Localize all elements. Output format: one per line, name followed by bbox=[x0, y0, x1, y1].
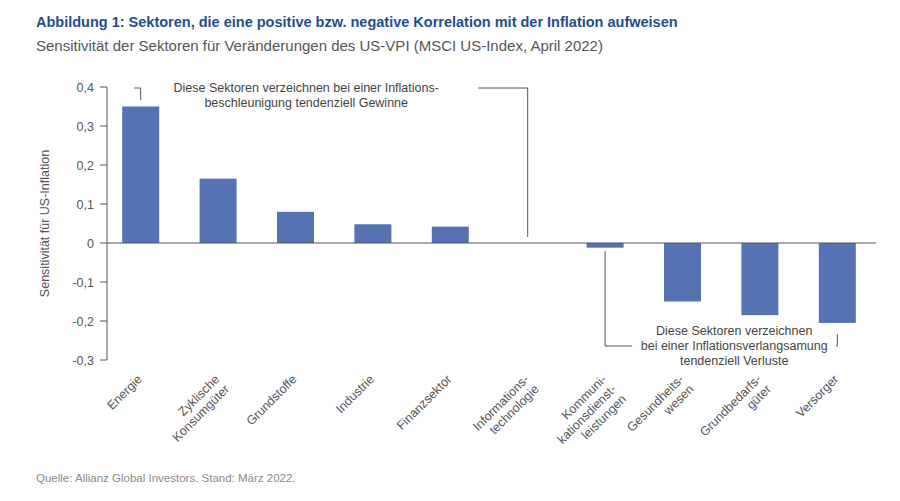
y-tick bbox=[100, 243, 107, 244]
bracket bbox=[478, 88, 528, 237]
y-tick bbox=[100, 165, 107, 166]
bar bbox=[354, 224, 391, 243]
bar bbox=[122, 107, 159, 244]
x-tick-label: Industrie bbox=[333, 372, 377, 416]
title: Abbildung 1: Sektoren, die eine positive… bbox=[36, 14, 678, 30]
y-tick-label: 0,1 bbox=[77, 198, 94, 212]
y-tick-label: -0,3 bbox=[72, 354, 94, 368]
y-tick-label: 0 bbox=[87, 237, 94, 251]
subtitle: Sensitivität der Sektoren für Veränderun… bbox=[36, 37, 603, 54]
annotation: Diese Sektoren verzeichnenbei einer Infl… bbox=[641, 324, 828, 368]
y-tick bbox=[100, 282, 107, 283]
annotation: Diese Sektoren verzeichnen bei einer Inf… bbox=[173, 81, 438, 110]
y-axis-label: Sensitivität für US-Inflation bbox=[38, 150, 52, 297]
bar bbox=[432, 227, 469, 243]
x-tick-label: Grundstoffe bbox=[244, 372, 300, 428]
y-tick-label: 0,2 bbox=[77, 159, 94, 173]
chart: Abbildung 1: Sektoren, die eine positive… bbox=[0, 0, 900, 501]
y-tick bbox=[100, 360, 107, 361]
y-tick bbox=[100, 321, 107, 322]
bar bbox=[587, 243, 624, 248]
y-tick-label: -0,2 bbox=[72, 315, 94, 329]
x-tick-label: Versorger bbox=[793, 372, 841, 420]
bars bbox=[122, 107, 856, 323]
bar bbox=[664, 243, 701, 302]
x-tick-label: Finanzsektor bbox=[394, 372, 455, 433]
y-tick-label: 0,3 bbox=[77, 120, 94, 134]
bar bbox=[741, 243, 778, 315]
x-tick-label: Energie bbox=[104, 372, 144, 412]
y-tick-label: 0,4 bbox=[77, 81, 94, 95]
source: Quelle: Allianz Global Investors. Stand:… bbox=[36, 472, 296, 484]
baseline bbox=[107, 243, 876, 244]
bar bbox=[277, 212, 314, 243]
bracket bbox=[134, 88, 141, 100]
bracket bbox=[836, 334, 837, 346]
bar bbox=[819, 243, 856, 323]
x-tick-label: Grundbedarfs-güter bbox=[697, 372, 774, 449]
x-tick-label: Gesundheits-wesen bbox=[624, 372, 696, 444]
bar bbox=[200, 179, 237, 243]
x-tick-label: Kommuni-kationsdienst-leistungen bbox=[545, 372, 629, 456]
y-tick-label: -0,1 bbox=[72, 276, 94, 290]
y-tick bbox=[100, 204, 107, 205]
y-tick bbox=[100, 126, 107, 127]
y-tick bbox=[100, 87, 107, 88]
x-tick-label: ZyklischeKonsumgüter bbox=[160, 372, 232, 444]
bracket bbox=[605, 251, 632, 346]
x-tick-label: Informations-technologie bbox=[470, 372, 541, 443]
y-axis-line bbox=[107, 87, 108, 360]
